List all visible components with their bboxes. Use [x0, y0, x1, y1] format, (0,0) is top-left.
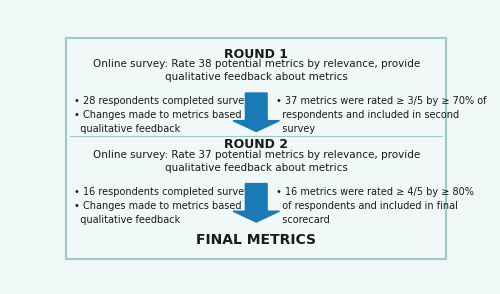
Text: • 37 metrics were rated ≥ 3/5 by ≥ 70% of
  respondents and included in second
 : • 37 metrics were rated ≥ 3/5 by ≥ 70% o…	[276, 96, 486, 134]
Text: Online survey: Rate 38 potential metrics by relevance, provide
qualitative feedb: Online survey: Rate 38 potential metrics…	[92, 59, 420, 82]
Text: • 28 respondents completed survey
• Changes made to metrics based on
  qualitati: • 28 respondents completed survey • Chan…	[74, 96, 257, 134]
Text: ROUND 1: ROUND 1	[224, 48, 288, 61]
Polygon shape	[233, 183, 280, 222]
Text: FINAL METRICS: FINAL METRICS	[196, 233, 316, 247]
Text: ROUND 2: ROUND 2	[224, 138, 288, 151]
FancyBboxPatch shape	[66, 38, 446, 259]
Text: Online survey: Rate 37 potential metrics by relevance, provide
qualitative feedb: Online survey: Rate 37 potential metrics…	[92, 150, 420, 173]
Text: • 16 respondents completed survey
• Changes made to metrics based on
  qualitati: • 16 respondents completed survey • Chan…	[74, 187, 257, 225]
Text: • 16 metrics were rated ≥ 4/5 by ≥ 80%
  of respondents and included in final
  : • 16 metrics were rated ≥ 4/5 by ≥ 80% o…	[276, 187, 473, 225]
Polygon shape	[233, 93, 280, 131]
